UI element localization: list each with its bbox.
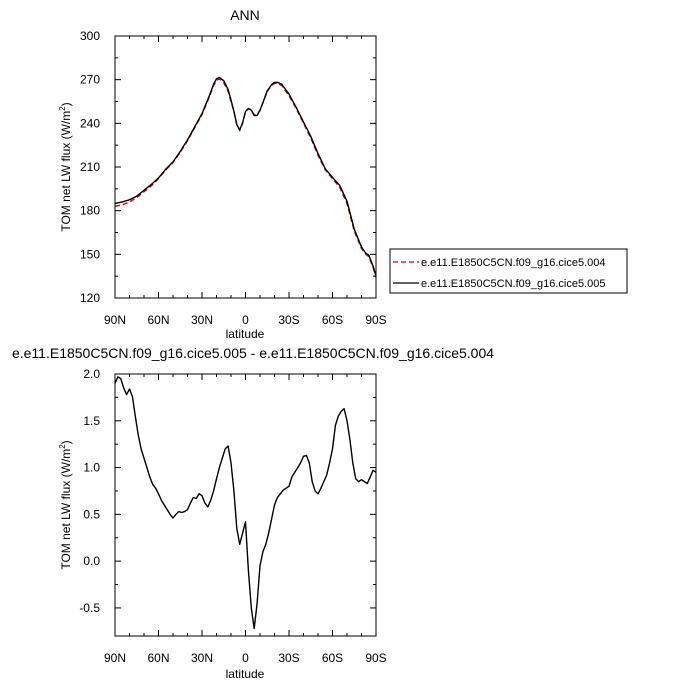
bottom-y-axis-label-main: TOM net LW flux (W/m (59, 449, 73, 570)
bottom-x-tick-label-3: 0 (242, 651, 249, 665)
top-y-axis-label-main: TOM net LW flux (W/m (59, 111, 73, 232)
legend-box (389, 248, 628, 294)
top-panel: ANN 90N 60N 30N 0 30S 60S 90S 120 150 180 210 240 27… (58, 7, 628, 341)
top-series-line-0 (114, 78, 377, 278)
bottom-x-tick-label-2: 30N (191, 651, 213, 665)
legend-label-series-0: e.e11.E1850C5CN.f09_g16.cice5.004 (421, 257, 606, 269)
top-x-tick-label-3: 0 (242, 313, 249, 327)
bottom-y-tick-label-2: 0.5 (83, 507, 100, 521)
bottom-y-tick-label-1: 0.0 (83, 554, 100, 568)
bottom-x-tick-label-5: 60S (322, 651, 343, 665)
bottom-y-axis-label-close: ) (59, 440, 73, 444)
top-x-tick-label-1: 60N (147, 313, 169, 327)
bottom-y-tick-label-4: 1.5 (83, 414, 100, 428)
top-x-tick-label-6: 90S (365, 313, 386, 327)
top-x-tick-label-0: 90N (104, 313, 126, 327)
legend-label-series-1: e.e11.E1850C5CN.f09_g16.cice5.005 (421, 278, 606, 290)
bottom-y-axis-label: TOM net LW flux (W/m2) (58, 440, 73, 569)
bottom-x-tick-label-0: 90N (104, 651, 126, 665)
bottom-x-tick-label-1: 60N (147, 651, 169, 665)
bottom-x-axis-label: latitude (226, 667, 265, 681)
bottom-chart-title: e.e11.E1850C5CN.f09_g16.cice5.005 - e.e1… (12, 345, 494, 361)
top-x-tick-label-4: 30S (278, 313, 299, 327)
bottom-y-tick-label-5: 2.0 (83, 367, 100, 381)
top-y-tick-label-6: 300 (80, 29, 100, 43)
top-chart-title: ANN (230, 7, 260, 23)
top-y-axis-label-sup: 2 (58, 106, 67, 111)
top-plot-frame (114, 35, 377, 299)
bottom-y-tick-label-3: 1.0 (83, 461, 100, 475)
bottom-panel: e.e11.E1850C5CN.f09_g16.cice5.005 - e.e1… (12, 345, 494, 681)
top-y-tick-label-1: 150 (80, 247, 100, 261)
top-y-tick-label-2: 180 (80, 204, 100, 218)
top-y-axis-label: TOM net LW flux (W/m2) (58, 102, 73, 231)
bottom-series-line-0 (114, 376, 377, 630)
bottom-x-tick-label-6: 90S (365, 651, 386, 665)
bottom-plot-frame (114, 373, 377, 637)
top-x-tick-label-2: 30N (191, 313, 213, 327)
top-series-line-1 (114, 76, 377, 277)
top-legend: e.e11.E1850C5CN.f09_g16.cice5.004 e.e11.… (389, 248, 628, 294)
top-x-axis-label: latitude (226, 327, 265, 341)
bottom-x-tick-label-4: 30S (278, 651, 299, 665)
top-x-tick-label-5: 60S (322, 313, 343, 327)
top-y-tick-label-0: 120 (80, 291, 100, 305)
bottom-y-tick-label-0: -0.5 (79, 601, 100, 615)
bottom-y-axis-label-sup: 2 (58, 444, 67, 449)
top-y-tick-label-4: 240 (80, 116, 100, 130)
top-y-axis-label-close: ) (59, 102, 73, 106)
top-y-tick-label-3: 210 (80, 160, 100, 174)
top-y-tick-label-5: 270 (80, 73, 100, 87)
